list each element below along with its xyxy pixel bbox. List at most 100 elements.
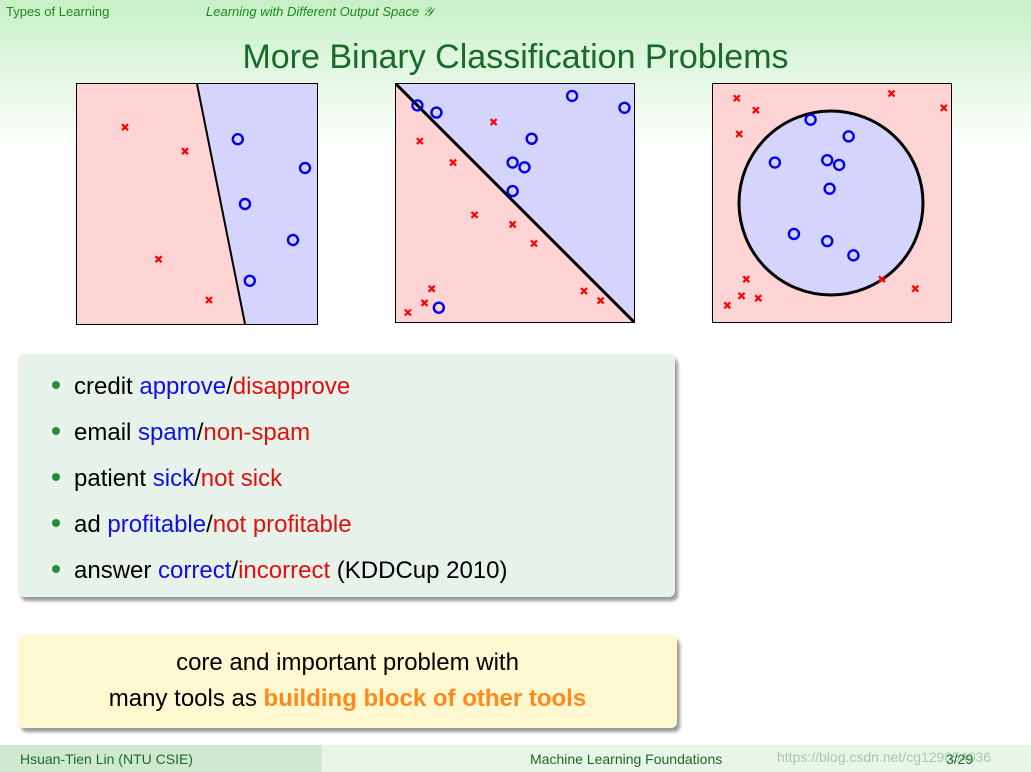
key-point-text: many tools as [108,685,257,712]
negative-point [470,211,479,219]
list-item: ad profitable/not profitable [52,502,675,548]
bullet-icon [52,426,60,435]
footer-course: Machine Learning Foundations [530,751,723,767]
scatter-plot-circular-boundary [712,83,952,323]
negative-point [416,137,424,145]
section-link[interactable]: Types of Learning [6,4,110,19]
bullet-icon [52,472,60,481]
subsection-link[interactable]: Learning with Different Output Space 𝒴 [206,4,433,19]
negative-point [887,89,896,98]
page-number: 3/29 [946,751,974,767]
key-point-line2: many tools as building block of other to… [18,685,677,713]
negative-label: not profitable [212,511,352,538]
positive-point [506,184,519,198]
decision-boundary [196,84,246,324]
slide-title: More Binary Classification Problems [242,38,789,76]
negative-point [449,158,457,167]
positive-point [804,113,817,126]
positive-point [787,227,801,241]
negative-label: disapprove [232,373,351,400]
positive-label: spam [138,419,197,446]
bullet-icon [52,518,60,527]
negative-point [530,239,538,248]
decision-boundary [396,84,634,322]
negative-point [733,94,741,103]
separator: / [231,557,239,584]
scatter-plot-diagonal-boundary [395,83,635,323]
scatter-plot-linear-boundary [76,83,318,325]
negative-point [878,275,886,283]
examples-box: credit approve/disapprove email spam/non… [18,354,675,597]
bullet-icon [52,380,60,389]
item-suffix: (KDDCup 2010) [336,557,508,584]
positive-point [821,153,834,167]
positive-point [618,101,631,114]
separator: / [196,419,204,446]
list-item: credit approve/disapprove [52,364,675,410]
positive-point [518,161,531,174]
item-prefix: ad [74,511,101,538]
negative-label: non-spam [203,419,311,446]
list-item: email spam/non-spam [52,410,675,456]
negative-point [752,106,760,114]
positive-point [565,89,579,103]
negative-point [427,284,436,293]
positive-region [197,84,317,324]
negative-point [121,123,129,131]
negative-point [723,301,732,310]
separator: / [226,373,233,400]
negative-point [181,147,189,155]
positive-point [432,301,446,314]
positive-point [832,158,846,172]
positive-label: profitable [107,511,207,538]
negative-point [940,104,948,112]
negative-point [911,284,920,293]
footer-author: Hsuan-Tien Lin (NTU CSIE) [0,745,322,772]
positive-point [231,133,245,146]
positive-point [411,99,424,112]
positive-point [821,234,834,248]
positive-point [847,249,860,262]
positive-label: approve [139,373,227,400]
item-prefix: answer [74,557,152,584]
positive-point [842,130,855,143]
negative-point [596,296,605,305]
negative-point [580,287,588,295]
watermark-url: https://blog.csdn.net/cg129054036 [777,749,992,765]
negative-point [754,294,762,302]
positive-label: correct [158,557,232,584]
negative-point [205,296,213,304]
examples-list: credit approve/disapprove email spam/non… [18,354,675,594]
negative-point [154,255,163,263]
negative-point [489,118,498,126]
positive-point [506,156,519,169]
positive-point [525,132,538,145]
positive-label: sick [152,465,195,492]
positive-point [430,106,443,119]
positive-point [286,233,300,247]
positive-point [768,156,782,169]
footer-bar: Machine Learning Foundations https://blo… [322,745,1031,772]
item-prefix: patient [74,465,147,492]
decision-boundary [737,109,925,297]
negative-label: incorrect [238,557,331,584]
negative-point [742,275,751,283]
separator: / [194,465,201,492]
positive-point [238,197,252,211]
key-point-line1: core and important problem with [176,649,519,676]
negative-point [737,292,746,300]
key-point-box: core and important problem with many too… [18,635,677,728]
item-prefix: email [74,419,132,446]
plot-canvas [396,84,634,322]
bullet-icon [52,564,60,573]
negative-point [508,220,517,229]
separator: / [206,511,213,538]
negative-point [404,308,412,317]
positive-point [298,161,312,175]
negative-point [735,130,743,138]
positive-point [823,182,836,195]
positive-point [243,274,257,288]
item-prefix: credit [74,373,133,400]
list-item: patient sick/not sick [52,456,675,502]
key-point-highlight: building block of other tools [263,685,587,712]
